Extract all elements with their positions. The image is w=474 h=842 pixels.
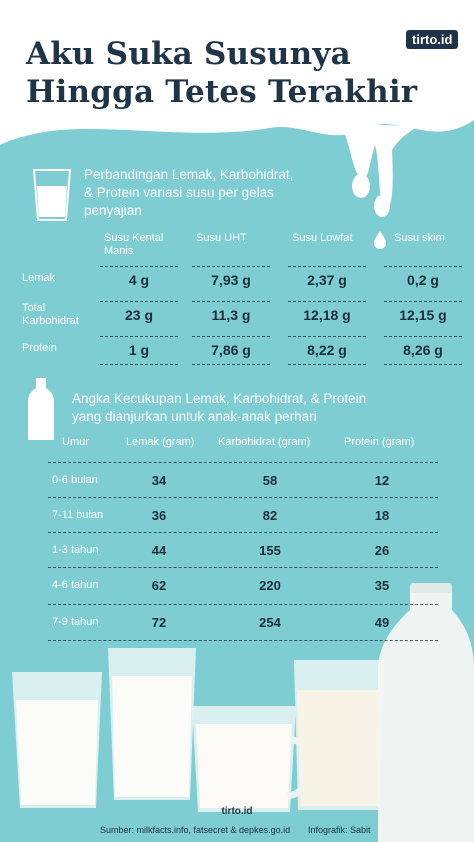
dashed-rule — [288, 336, 366, 337]
column-header: Karbohidrat (gram) — [218, 436, 311, 448]
dashed-rule — [100, 336, 178, 337]
footer-logo: tirto.id — [221, 806, 253, 817]
milk-drip — [340, 124, 420, 209]
cell: 8,26 g — [403, 342, 443, 358]
cell: 7,93 g — [211, 272, 251, 288]
row-label: 1-3 tahun — [52, 544, 99, 556]
cell: 36 — [151, 508, 167, 523]
cell: 82 — [262, 508, 278, 523]
dashed-rule — [384, 336, 462, 337]
dashed-rule — [48, 604, 438, 605]
dashed-rule — [192, 336, 270, 337]
cell: 49 — [374, 615, 390, 630]
cell: 254 — [259, 615, 281, 630]
milk-drop — [374, 195, 390, 217]
cell: 1 g — [128, 342, 150, 358]
milk-drop — [352, 174, 370, 198]
dashed-rule — [384, 266, 462, 267]
caption-line: penyajian — [84, 203, 142, 218]
column-header: Umur — [62, 436, 89, 448]
column-header: Susu Kental Manis — [104, 232, 164, 257]
dashed-rule — [288, 266, 366, 267]
caption-line: & Protein variasi susu per gelas — [84, 185, 274, 200]
row-label: 0-6 bulan — [52, 474, 98, 486]
dashed-rule — [384, 301, 462, 302]
row-label: Lemak — [22, 272, 56, 284]
dashed-rule — [384, 364, 462, 365]
cell: 0,2 g — [407, 272, 439, 288]
dashed-rule — [100, 364, 178, 365]
dashed-rule — [288, 364, 366, 365]
source: Sumber: milkfacts.info, fatsecret & depk… — [100, 825, 291, 835]
column-header: Protein (gram) — [344, 436, 415, 448]
caption-line: yang dianjurkan untuk anak-anak perhari — [72, 409, 317, 424]
dashed-rule — [48, 462, 438, 463]
drop-icon — [374, 231, 386, 249]
title-line: Hingga Tetes Terakhir — [26, 74, 418, 110]
dashed-rule — [192, 364, 270, 365]
row-label: 4-6 tahun — [52, 579, 99, 591]
dashed-rule — [100, 301, 178, 302]
cell: 155 — [259, 543, 281, 558]
cell: 12,15 g — [399, 307, 447, 323]
row-label: Protein — [22, 342, 57, 354]
column-header: Susu UHT — [196, 232, 247, 244]
top-wave — [0, 0, 474, 145]
cell: 4 g — [128, 272, 150, 288]
title-line: Aku Suka Susunya — [26, 36, 351, 72]
glass-icon — [32, 169, 72, 221]
cell: 12 — [374, 473, 390, 488]
column-header: Susu skim — [394, 232, 445, 244]
cell: 62 — [151, 578, 167, 593]
logo: tirto.id — [406, 30, 459, 49]
dashed-rule — [192, 301, 270, 302]
dashed-rule — [48, 532, 438, 533]
cell: 34 — [151, 473, 167, 488]
cell: 11,3 g — [211, 307, 251, 323]
dashed-rule — [48, 640, 438, 641]
dashed-rule — [48, 567, 438, 568]
glass-icon-milk — [37, 186, 67, 217]
credit: Infografik: Sabit — [308, 825, 371, 835]
cell: 2,37 g — [307, 272, 347, 288]
cell: 44 — [151, 543, 167, 558]
cell: 12,18 g — [303, 307, 351, 323]
cell: 8,22 g — [307, 342, 347, 358]
column-header: Susu Lowfat — [292, 232, 353, 244]
row-label: Total Karbohidrat — [22, 302, 79, 327]
caption-line: Perbandingan Lemak, Karbohidrat, — [84, 167, 294, 182]
cell: 7,86 g — [211, 342, 251, 358]
cell: 72 — [151, 615, 167, 630]
milk-glasses — [12, 583, 474, 842]
row-label: 7-9 tahun — [52, 616, 99, 628]
cell: 18 — [374, 508, 390, 523]
cell: 58 — [262, 473, 278, 488]
cell: 23 g — [124, 307, 153, 323]
dashed-rule — [192, 266, 270, 267]
dashed-rule — [288, 301, 366, 302]
bottle-icon — [28, 378, 54, 440]
cell: 35 — [374, 578, 390, 593]
cell: 26 — [374, 543, 390, 558]
dashed-rule — [48, 497, 438, 498]
row-label: 7-11 bulan — [52, 509, 104, 521]
dashed-rule — [100, 266, 178, 267]
caption-line: Angka Kecukupan Lemak, Karbohidrat, & Pr… — [72, 391, 367, 406]
column-header: Lemak (gram) — [126, 436, 195, 448]
cell: 220 — [259, 578, 281, 593]
